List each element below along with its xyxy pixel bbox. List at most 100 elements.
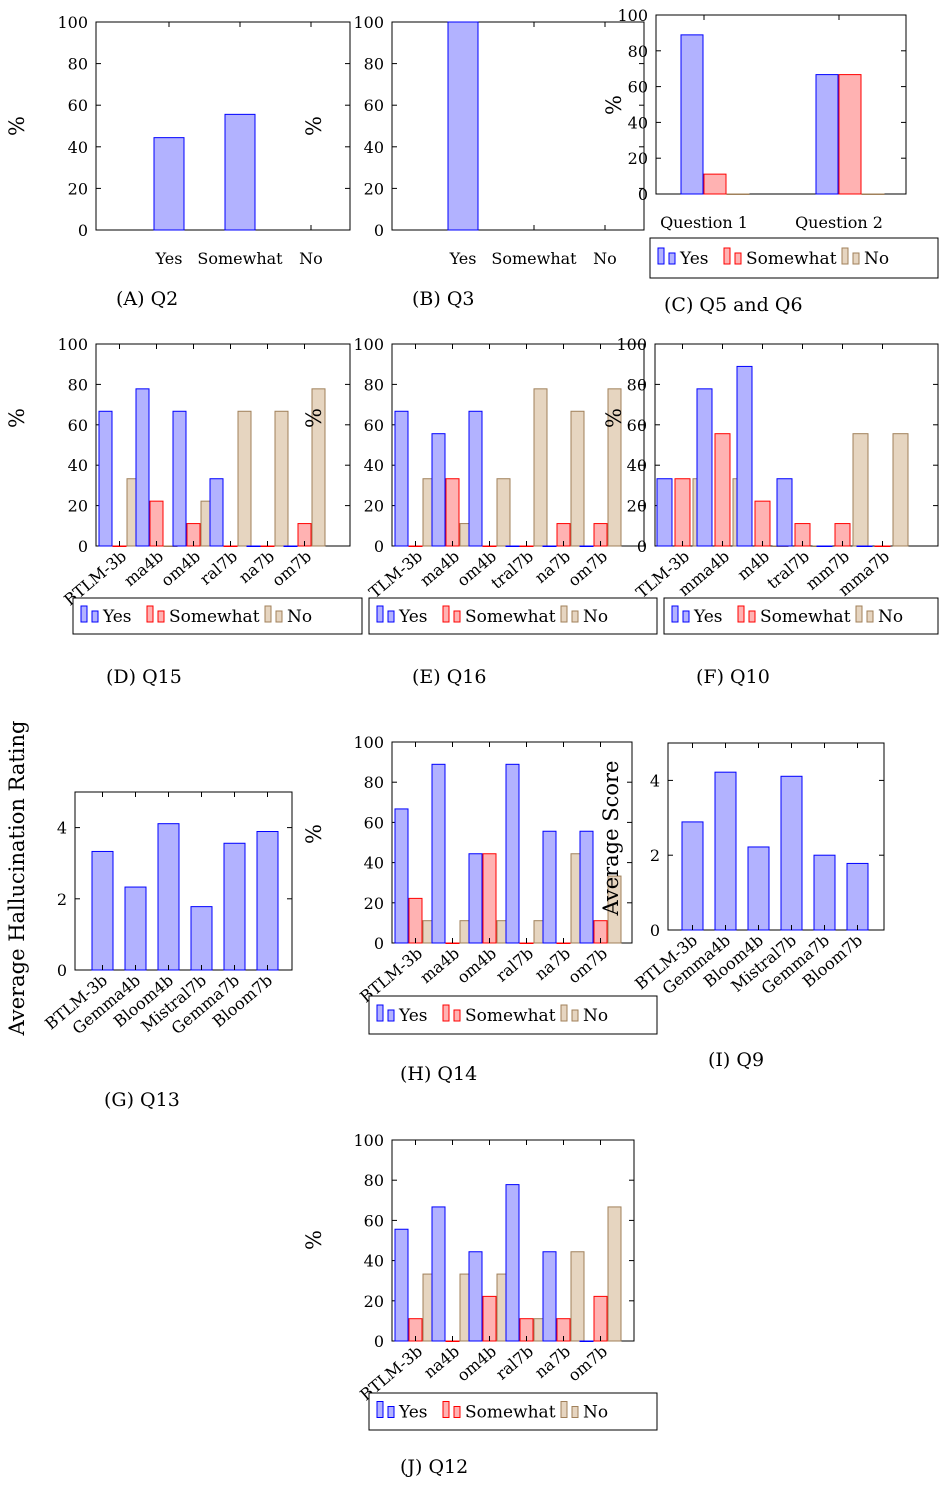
x-tick-label: Somewhat — [197, 249, 283, 268]
y-tick-label: 0 — [78, 221, 88, 240]
y-tick-label: 100 — [353, 335, 384, 354]
x-tick-label: om7b — [268, 547, 315, 591]
y-tick-label: 100 — [617, 6, 648, 25]
bar-yes — [172, 410, 187, 547]
legend: Yes Somewhat No — [663, 597, 939, 635]
bar-somewhat — [149, 500, 164, 547]
bar-no — [311, 388, 326, 547]
x-tick-label: om4b — [453, 944, 500, 988]
bar-yes — [776, 478, 793, 547]
y-tick-label: 80 — [364, 1171, 384, 1190]
legend: Yes Somewhat No — [368, 995, 658, 1035]
bar-somewhat — [754, 500, 771, 547]
bar-yes — [696, 388, 713, 547]
legend-swatch — [855, 605, 863, 623]
legend-entry: No — [878, 607, 903, 627]
bar-yes — [153, 137, 185, 231]
chart-q5q6: 0 20 40 60 80 100% (C) Q5 and Q6 Question 1 Ques… — [602, 6, 939, 316]
legend-swatch — [748, 610, 756, 623]
bar-yes — [542, 1251, 557, 1342]
bar-somewhat — [703, 173, 727, 195]
bar-yes — [431, 433, 446, 547]
legend-swatch — [571, 1406, 579, 1418]
bar-somewhat — [482, 545, 497, 547]
legend-box — [368, 995, 658, 1035]
bar-no — [237, 410, 252, 547]
y-tick-label: 40 — [628, 113, 648, 132]
legend-swatch — [852, 252, 860, 265]
x-tick-label: No — [593, 249, 617, 268]
bar-yes — [579, 1340, 594, 1342]
y-tick-label: 60 — [628, 78, 648, 97]
y-tick-label: 60 — [68, 96, 88, 115]
legend-swatch — [866, 610, 874, 623]
legend-entry: Yes — [693, 607, 723, 627]
legend-swatch — [387, 1009, 395, 1022]
y-tick-label: 20 — [627, 497, 647, 516]
legend-swatch — [841, 247, 849, 265]
legend-swatch — [737, 605, 745, 623]
y-tick-label: 0 — [374, 537, 384, 556]
plot-frame — [74, 791, 293, 971]
x-tick-label: ral7b — [492, 1342, 537, 1384]
bar-no — [496, 478, 511, 547]
bar — [780, 775, 803, 931]
y-tick-label: 60 — [68, 416, 88, 435]
legend-swatch — [668, 252, 676, 265]
legend-entry: Yes — [679, 249, 709, 269]
bar-yes — [505, 1184, 520, 1342]
y-tick-label: 20 — [628, 149, 648, 168]
legend-box — [368, 1392, 658, 1431]
bar-somewhat — [224, 113, 256, 231]
y-tick-label: 80 — [628, 42, 648, 61]
bar-yes — [736, 365, 753, 547]
bar-somewhat — [519, 545, 534, 547]
bar-yes — [656, 478, 673, 547]
y-tick-label: 0 — [638, 185, 648, 204]
x-tick-label: ral7b — [492, 944, 537, 986]
y-tick-label: 20 — [364, 1292, 384, 1311]
bar-no — [533, 388, 548, 547]
bar-yes — [209, 478, 224, 547]
legend: Yes Somewhat No — [368, 1392, 658, 1431]
legend-swatch — [571, 610, 579, 623]
x-tick-label: ral7b — [196, 547, 241, 589]
bar — [91, 850, 114, 971]
x-tick-label: om4b — [157, 547, 204, 591]
x-tick-label: tral7b — [487, 547, 537, 593]
legend-swatch — [560, 1401, 568, 1418]
y-tick-label: 40 — [627, 456, 647, 475]
legend-swatch — [571, 1009, 579, 1022]
y-tick-label: 0 — [78, 537, 88, 556]
y-tick-label: 4 — [650, 771, 660, 790]
legend-swatch — [157, 610, 165, 623]
legend-entry: No — [864, 249, 889, 269]
legend-swatch — [376, 1004, 384, 1022]
bar-yes — [246, 545, 261, 547]
bar-yes — [394, 808, 409, 944]
legend-swatch — [671, 605, 679, 623]
legend-box — [72, 597, 363, 635]
y-tick-label: 20 — [364, 179, 384, 198]
y-tick-label: 40 — [68, 138, 88, 157]
bar-yes — [542, 545, 557, 547]
x-tick-label: om7b — [564, 944, 611, 988]
legend-swatch — [146, 605, 154, 623]
bar-somewhat — [408, 545, 423, 547]
y-tick-label: 80 — [364, 375, 384, 394]
bar-yes — [431, 763, 446, 944]
y-tick-label: 40 — [364, 456, 384, 475]
legend-swatch — [387, 610, 395, 623]
x-tick-label: ma4b — [120, 547, 167, 591]
bar — [846, 862, 869, 931]
bar-yes — [505, 763, 520, 944]
chart-caption: (G) Q13 — [104, 1089, 180, 1111]
x-tick-label: ma4b — [416, 547, 463, 591]
x-tick-label: Yes — [449, 249, 477, 268]
x-tick-label: tral7b — [763, 547, 813, 593]
y-axis-label: % — [302, 116, 326, 136]
chart-caption: (H) Q14 — [400, 1063, 477, 1085]
bar-yes — [283, 545, 298, 547]
